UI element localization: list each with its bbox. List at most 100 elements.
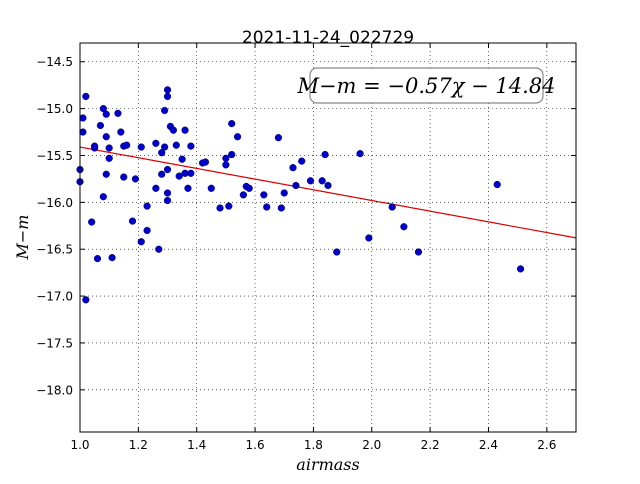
y-tick-label: −15.5 <box>36 149 73 163</box>
data-points <box>76 86 525 304</box>
data-point <box>274 134 283 142</box>
data-point <box>158 149 166 157</box>
data-point <box>79 114 87 122</box>
x-tick-label: 1.4 <box>187 438 206 452</box>
data-point <box>181 126 189 134</box>
data-point <box>280 189 288 197</box>
data-point <box>163 86 172 94</box>
x-tick-label: 2.6 <box>537 438 556 452</box>
data-point <box>96 121 105 130</box>
data-point <box>298 157 306 165</box>
fit-equation-label: M−m = −0.57χ − 14.84 <box>296 74 555 98</box>
data-point <box>82 296 90 304</box>
data-point <box>239 191 247 199</box>
data-point <box>158 170 166 178</box>
data-point <box>184 184 192 192</box>
data-point <box>414 248 423 256</box>
data-point <box>228 120 236 128</box>
y-tick-labels: −14.5 −15.0 −15.5 −16.0 −16.5 −17.0 −17.5 −18.0 <box>36 55 73 397</box>
data-point <box>117 128 125 136</box>
data-point <box>143 226 151 235</box>
data-point <box>333 248 341 256</box>
data-point <box>321 150 329 159</box>
data-point <box>233 133 242 141</box>
data-point <box>225 202 233 210</box>
data-point <box>137 238 145 246</box>
x-tick-label: 1.2 <box>129 438 148 452</box>
data-point <box>400 223 408 231</box>
data-point <box>356 150 364 158</box>
x-tick-label: 2.2 <box>421 438 440 452</box>
data-point <box>289 164 297 172</box>
data-point <box>277 204 285 212</box>
data-point <box>123 141 131 149</box>
data-point <box>102 133 110 141</box>
data-point <box>155 245 163 253</box>
data-point <box>365 234 373 242</box>
data-point <box>143 202 151 210</box>
data-point <box>152 139 160 147</box>
data-point <box>163 196 172 205</box>
data-point <box>90 142 99 150</box>
data-point <box>201 158 210 166</box>
data-point <box>102 170 110 178</box>
data-point <box>260 191 268 199</box>
fit-equation-box: M−m = −0.57χ − 14.84 <box>296 67 556 104</box>
data-point <box>128 217 137 225</box>
data-point <box>99 193 107 201</box>
equation-box-frame <box>309 67 544 104</box>
x-tick-label: 1.6 <box>246 438 265 452</box>
plot-frame <box>79 42 577 433</box>
data-point <box>131 175 140 183</box>
y-tick-label: −16.5 <box>36 243 73 257</box>
y-tick-label: −15.0 <box>36 102 73 116</box>
data-point <box>516 265 525 273</box>
data-point <box>163 92 172 101</box>
axis-ticks <box>79 43 576 432</box>
data-point <box>93 254 102 263</box>
data-point <box>88 218 96 226</box>
y-tick-label: −17.0 <box>36 290 73 304</box>
data-point <box>114 109 122 117</box>
data-point <box>105 154 113 162</box>
data-point <box>169 126 177 134</box>
grid-lines <box>79 43 576 432</box>
data-point <box>172 141 180 149</box>
data-point <box>228 150 236 159</box>
x-tick-label: 1.0 <box>70 438 89 452</box>
data-point <box>163 189 172 197</box>
data-point <box>292 181 300 190</box>
y-tick-label: −18.0 <box>36 383 73 397</box>
data-point <box>137 143 145 151</box>
fit-line-group <box>79 146 577 239</box>
data-point <box>222 161 230 169</box>
data-point <box>161 106 169 115</box>
y-tick-label: −14.5 <box>36 55 73 69</box>
data-point <box>388 203 396 211</box>
y-tick-label: −17.5 <box>36 336 73 350</box>
data-point <box>108 254 116 262</box>
data-point <box>175 172 183 180</box>
data-point <box>187 142 195 150</box>
data-point <box>152 184 160 192</box>
y-tick-label: −16.0 <box>36 196 73 210</box>
x-tick-label: 2.0 <box>362 438 381 452</box>
data-point <box>187 169 195 177</box>
data-point <box>263 203 271 211</box>
data-point <box>79 128 87 136</box>
fit-line <box>79 146 577 239</box>
data-point <box>178 155 186 163</box>
data-point <box>102 110 110 118</box>
data-point <box>245 184 253 192</box>
x-axis-label: airmass <box>296 455 359 474</box>
data-point <box>105 144 113 152</box>
x-tick-label: 1.8 <box>304 438 323 452</box>
data-point <box>99 105 107 113</box>
y-axis-label: M−m <box>13 215 32 261</box>
data-point <box>216 204 224 212</box>
data-point <box>324 181 332 190</box>
data-point <box>163 165 172 174</box>
data-point <box>493 180 501 189</box>
